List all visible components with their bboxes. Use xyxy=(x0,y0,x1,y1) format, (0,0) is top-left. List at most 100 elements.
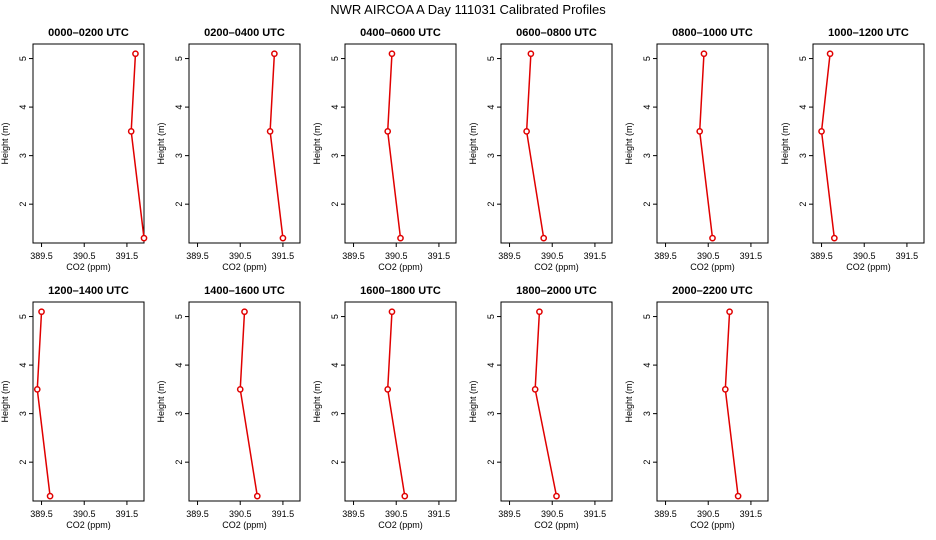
data-point xyxy=(397,234,404,242)
plot-frame xyxy=(344,301,457,502)
y-axis-label: Height (m) xyxy=(156,122,166,164)
y-tick-label: 3 xyxy=(330,153,340,158)
chart-panel: 0000–0200 UTC 389.5 390.5 391.5 2 3 4 5 CO2 (ppm… xyxy=(0,27,148,272)
panel-title: 1600–1800 UTC xyxy=(360,285,441,297)
x-tick-label: 389.5 xyxy=(654,509,677,519)
chart-panel: 0600–0800 UTC 389.5 390.5 391.5 2 3 4 5 CO2 (ppm… xyxy=(468,27,613,272)
y-axis-label: Height (m) xyxy=(0,122,10,164)
x-tick-label: 390.5 xyxy=(697,509,720,519)
plot-frame xyxy=(656,43,769,244)
y-tick-label: 2 xyxy=(486,460,496,465)
x-tick-label: 389.5 xyxy=(498,251,521,261)
x-tick-label: 390.5 xyxy=(541,509,564,519)
profile-line xyxy=(130,53,145,239)
y-tick-label: 4 xyxy=(642,363,652,368)
profile-line xyxy=(239,311,259,497)
x-tick-label: 390.5 xyxy=(697,251,720,261)
plot-frame xyxy=(188,43,301,244)
y-tick-label: 2 xyxy=(486,202,496,207)
y-tick-label: 2 xyxy=(798,202,808,207)
x-tick-label: 389.5 xyxy=(186,251,209,261)
x-tick-label: 391.5 xyxy=(116,251,139,261)
x-tick-label: 390.5 xyxy=(229,251,252,261)
y-axis-label: Height (m) xyxy=(624,380,634,422)
profile-line xyxy=(386,53,402,239)
chart-panel: 1600–1800 UTC 389.5 390.5 391.5 2 3 4 5 CO2 (ppm… xyxy=(312,285,457,530)
x-axis-label: CO2 (ppm) xyxy=(66,262,111,272)
y-tick-label: 5 xyxy=(18,314,28,319)
data-point xyxy=(266,128,274,135)
y-axis-label: Height (m) xyxy=(312,122,322,164)
y-tick-label: 5 xyxy=(18,56,28,61)
y-tick-label: 4 xyxy=(18,363,28,368)
x-tick-label: 390.5 xyxy=(385,509,408,519)
x-tick-label: 391.5 xyxy=(272,509,295,519)
y-tick-label: 3 xyxy=(18,153,28,158)
y-tick-label: 5 xyxy=(642,314,652,319)
y-tick-label: 3 xyxy=(330,411,340,416)
x-tick-label: 389.5 xyxy=(342,509,365,519)
plot-frame xyxy=(500,43,613,244)
chart-panel: 1400–1600 UTC 389.5 390.5 391.5 2 3 4 5 CO2 (ppm… xyxy=(156,285,301,530)
y-axis-label: Height (m) xyxy=(0,380,10,422)
panel-title: 1800–2000 UTC xyxy=(516,285,597,297)
y-tick-label: 3 xyxy=(174,153,184,158)
profile-line xyxy=(525,53,545,239)
y-tick-label: 2 xyxy=(642,460,652,465)
data-point xyxy=(726,308,733,316)
x-axis-label: CO2 (ppm) xyxy=(534,520,579,530)
data-point xyxy=(721,386,729,393)
profile-line xyxy=(534,311,558,497)
data-point xyxy=(700,50,708,58)
data-point xyxy=(46,492,54,500)
y-axis-label: Height (m) xyxy=(468,122,478,164)
x-tick-label: 389.5 xyxy=(30,509,53,519)
data-point xyxy=(388,308,396,316)
x-axis-label: CO2 (ppm) xyxy=(222,520,267,530)
panel-title: 1000–1200 UTC xyxy=(828,27,909,39)
x-tick-label: 390.5 xyxy=(385,251,408,261)
data-point xyxy=(271,50,278,58)
data-point xyxy=(696,128,704,135)
x-tick-label: 389.5 xyxy=(30,251,53,261)
x-tick-label: 390.5 xyxy=(853,251,876,261)
y-tick-label: 5 xyxy=(330,56,340,61)
y-axis-label: Height (m) xyxy=(312,380,322,422)
y-tick-label: 2 xyxy=(18,202,28,207)
y-tick-label: 2 xyxy=(18,460,28,465)
panel-title: 0400–0600 UTC xyxy=(360,27,441,39)
y-tick-label: 3 xyxy=(798,153,808,158)
y-tick-label: 4 xyxy=(18,105,28,110)
y-axis-label: Height (m) xyxy=(156,380,166,422)
plot-frame xyxy=(188,301,301,502)
y-tick-label: 5 xyxy=(330,314,340,319)
panel-title: 0800–1000 UTC xyxy=(672,27,753,39)
x-tick-label: 390.5 xyxy=(541,251,564,261)
x-tick-label: 389.5 xyxy=(810,251,833,261)
plot-frame xyxy=(32,301,145,502)
panels-grid: 0000–0200 UTC 389.5 390.5 391.5 2 3 4 5 CO2 (ppm… xyxy=(0,27,925,530)
plot-frame xyxy=(32,43,145,244)
y-tick-label: 5 xyxy=(798,56,808,61)
data-point xyxy=(388,50,396,58)
data-point xyxy=(384,386,392,393)
y-tick-label: 2 xyxy=(174,202,184,207)
data-point xyxy=(236,386,244,393)
x-tick-label: 391.5 xyxy=(272,251,295,261)
y-tick-label: 3 xyxy=(18,411,28,416)
plot-frame xyxy=(656,301,769,502)
profile-line xyxy=(36,311,51,497)
x-tick-label: 389.5 xyxy=(498,509,521,519)
y-axis-label: Height (m) xyxy=(780,122,790,164)
y-tick-label: 5 xyxy=(174,56,184,61)
chart-panel: 1000–1200 UTC 389.5 390.5 391.5 2 3 4 5 CO2 (ppm… xyxy=(780,27,925,272)
profile-line xyxy=(724,311,739,497)
x-tick-label: 390.5 xyxy=(73,251,96,261)
chart-panel: 0200–0400 UTC 389.5 390.5 391.5 2 3 4 5 CO2 (ppm… xyxy=(156,27,301,272)
data-point xyxy=(709,234,716,242)
y-tick-label: 2 xyxy=(330,460,340,465)
y-tick-label: 4 xyxy=(174,105,184,110)
x-tick-label: 391.5 xyxy=(896,251,919,261)
x-axis-label: CO2 (ppm) xyxy=(846,262,891,272)
y-tick-label: 5 xyxy=(486,56,496,61)
